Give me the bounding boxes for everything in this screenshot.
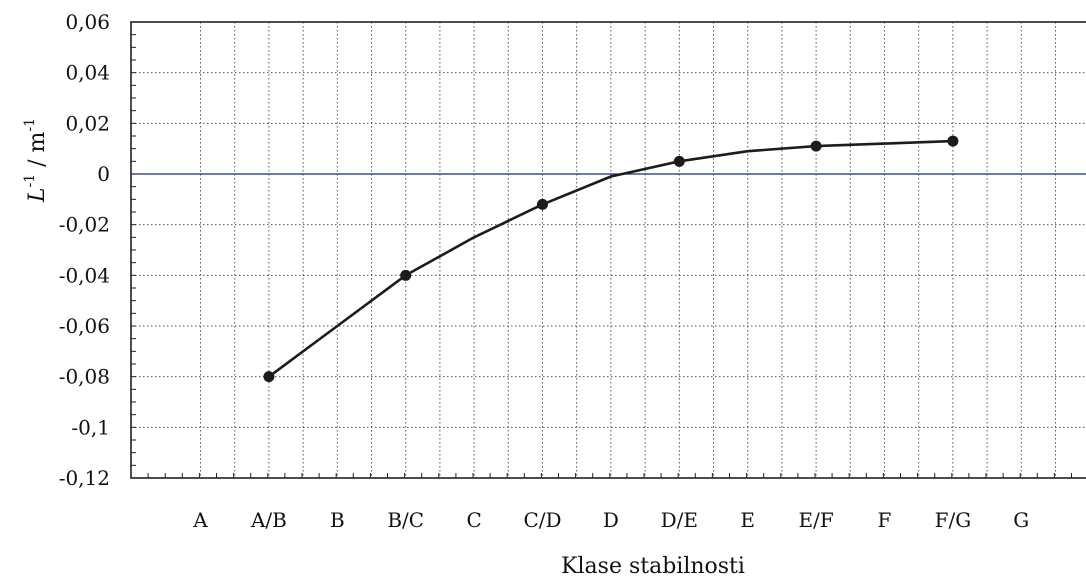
y-axis-title: L-1 / m-1 xyxy=(22,118,50,203)
x-tick-label: D/E xyxy=(661,508,698,532)
x-tick-label: A xyxy=(192,508,208,532)
y-tick-label: -0,1 xyxy=(71,415,110,439)
y-tick-labels: 0,06 0,04 0,02 0 -0,02 -0,04 -0,06 -0,08 -0,1 -0,… xyxy=(59,10,110,490)
data-points xyxy=(263,135,959,383)
data-point xyxy=(810,140,822,152)
x-tick-label: B/C xyxy=(387,508,424,532)
data-point xyxy=(400,269,412,281)
y-axis-title-unit: m xyxy=(25,131,50,152)
plot-frame xyxy=(130,21,1086,479)
y-axis-title-base: L xyxy=(25,187,50,203)
x-tick-label: G xyxy=(1013,508,1029,532)
x-tick-label: D xyxy=(603,508,619,532)
x-tick-label: C xyxy=(466,508,481,532)
y-tick-label: -0,04 xyxy=(59,263,110,287)
x-tick-label: B xyxy=(330,508,345,532)
y-tick-label: 0 xyxy=(97,162,110,186)
x-axis-title: Klase stabilnosti xyxy=(561,554,745,579)
y-tick-label: 0,02 xyxy=(65,111,110,135)
grid xyxy=(131,22,1086,478)
x-tick-label: A/B xyxy=(250,508,287,532)
y-tick-label: -0,02 xyxy=(59,213,110,237)
y-tick-label: -0,08 xyxy=(59,365,110,389)
y-axis-title-unit-exponent: -1 xyxy=(22,118,38,132)
x-tick-label: E xyxy=(740,508,755,532)
y-tick-label: -0,06 xyxy=(59,314,110,338)
x-tick-label: C/D xyxy=(523,508,561,532)
y-axis-title-separator: / xyxy=(25,152,50,173)
x-tick-label: E/F xyxy=(798,508,833,532)
x-tick-labels: A A/B B B/C C C/D D D/E E E/F F F/G G xyxy=(192,508,1029,532)
y-tick-label: 0,06 xyxy=(65,10,110,34)
data-point xyxy=(537,198,548,210)
data-point xyxy=(673,155,685,167)
data-point xyxy=(947,135,959,147)
x-tick-label: F/G xyxy=(935,508,972,532)
x-tick-label: F xyxy=(878,508,892,532)
minor-ticks xyxy=(130,21,1072,479)
y-tick-label: -0,12 xyxy=(59,466,110,490)
y-axis-title-base-exponent: -1 xyxy=(22,174,38,188)
series-line xyxy=(268,139,953,378)
data-point xyxy=(263,371,275,383)
y-tick-label: 0,04 xyxy=(65,61,110,85)
